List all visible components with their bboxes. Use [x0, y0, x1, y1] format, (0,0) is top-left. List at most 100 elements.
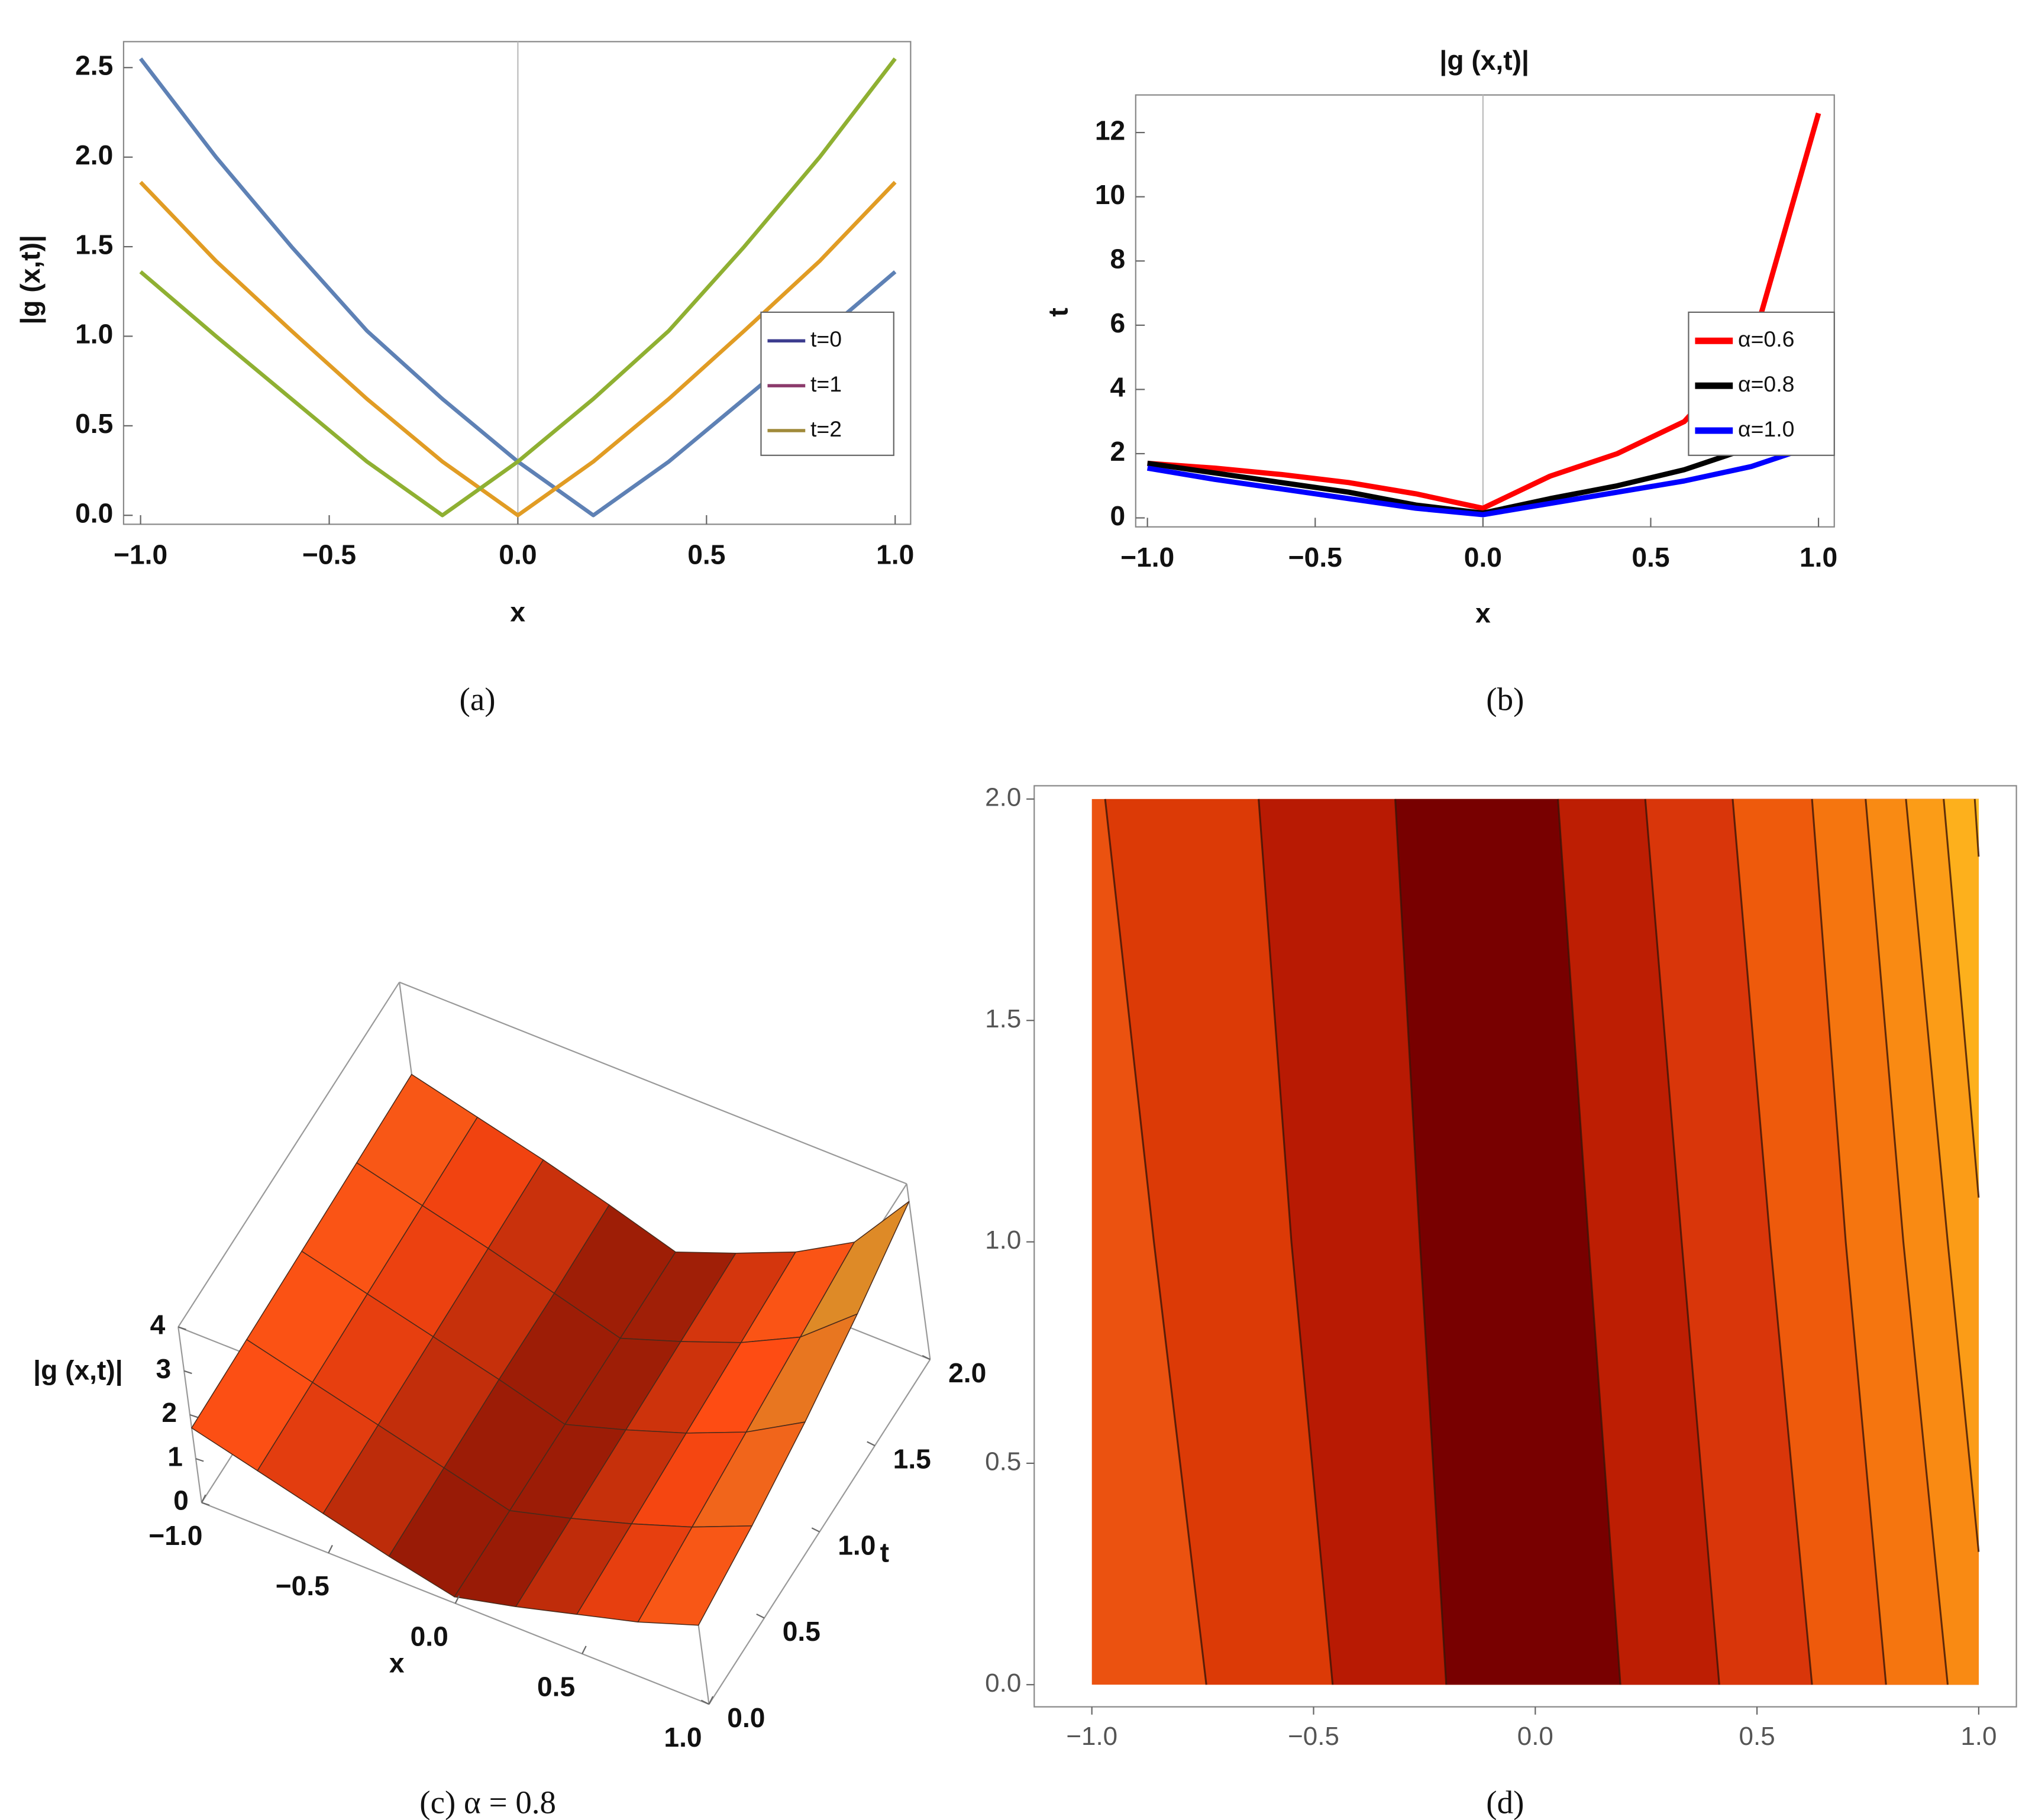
y-tick-label: 2.5 [75, 50, 113, 80]
y-tick [700, 1699, 710, 1705]
y-tick-label: 1.0 [985, 1226, 1021, 1255]
x-tick-label: 1.0 [664, 1722, 702, 1753]
y-tick-label: 0.5 [783, 1616, 820, 1647]
x-tick-label: 0.5 [1739, 1722, 1775, 1751]
x-tick-label: 1.0 [1800, 542, 1837, 573]
x-tick-label: 0.0 [1464, 542, 1502, 573]
surface-patch [637, 1525, 753, 1626]
y-tick-label: 1.5 [893, 1444, 931, 1475]
z-axis-label: |g (x,t)| [33, 1355, 123, 1386]
y-tick-label: 1.0 [838, 1530, 876, 1560]
x-tick [328, 1544, 333, 1554]
caption: (c) α = 0.8 [419, 1784, 556, 1820]
z-tick [183, 1370, 192, 1375]
x-tick-label: −0.5 [276, 1570, 329, 1601]
y-tick-label: 0 [1110, 500, 1126, 531]
contour-line [1865, 799, 1949, 1685]
y-tick-label: 0.5 [75, 408, 113, 439]
x-tick-label: 0.5 [537, 1672, 575, 1702]
x-tick-label: −1.0 [1066, 1722, 1117, 1751]
y-tick-label: 4 [1110, 372, 1126, 403]
x-tick-label: 0.0 [411, 1621, 448, 1651]
x-tick-label: −1.0 [148, 1520, 202, 1551]
x-tick [454, 1595, 460, 1604]
legend-label: t=0 [810, 326, 842, 351]
z-tick-label: 2 [161, 1397, 177, 1428]
contour-line [1557, 799, 1621, 1685]
y-tick-label: 0.0 [985, 1669, 1021, 1698]
z-tick-label: 4 [150, 1310, 166, 1340]
x-axis-label: x [510, 596, 525, 627]
caption: (a) [460, 681, 496, 717]
x-tick-label: 0.5 [687, 539, 725, 570]
x-tick-label: 0.0 [499, 539, 537, 570]
y-tick-label: 10 [1095, 179, 1125, 210]
caption: (b) [1486, 681, 1524, 717]
x-tick-label: −0.5 [1288, 1722, 1339, 1751]
series-line [1146, 441, 1820, 518]
y-tick-label: 12 [1095, 115, 1125, 146]
x-tick-label: −1.0 [114, 539, 167, 570]
contour-line [1394, 799, 1448, 1685]
y-tick-label: 1.5 [75, 229, 113, 260]
contour-line [1644, 799, 1720, 1685]
y-tick-label: 8 [1110, 243, 1126, 274]
contour-line [1732, 799, 1813, 1685]
series-line [139, 180, 897, 518]
legend-label: t=2 [810, 416, 842, 441]
contour-line [1905, 799, 1980, 1552]
y-tick [756, 1613, 765, 1619]
box-edge [906, 1184, 931, 1360]
x-tick-label: −1.0 [1120, 542, 1174, 573]
z-tick-label: 1 [167, 1441, 183, 1472]
x-tick-label: −0.5 [302, 539, 356, 570]
z-tick [177, 1326, 186, 1330]
z-tick [189, 1414, 198, 1418]
y-tick-label: 2.0 [75, 140, 113, 170]
box-edge [399, 981, 907, 1185]
y-tick-label: 1.0 [75, 319, 113, 350]
y-tick-label: 0.0 [75, 497, 113, 528]
plot-frame [1135, 94, 1835, 528]
z-tick [201, 1502, 210, 1506]
x-tick-label: 0.0 [1517, 1722, 1553, 1751]
z-tick-label: 0 [173, 1485, 189, 1516]
y-tick-label: 6 [1110, 308, 1126, 338]
x-tick [582, 1646, 587, 1654]
caption: (d) [1486, 1784, 1524, 1820]
y-axis-label: t [1042, 308, 1073, 316]
contour-line [1258, 799, 1334, 1685]
contour-line [1943, 799, 1980, 1198]
plot-frame [122, 41, 912, 525]
x-tick-label: 1.0 [876, 539, 914, 570]
x-tick-label: 0.5 [1632, 542, 1669, 573]
legend-label: α=1.0 [1738, 416, 1794, 441]
x-tick-label: 1.0 [1960, 1722, 1997, 1751]
y-tick-label: 2.0 [948, 1357, 986, 1388]
box-edge [177, 981, 400, 1328]
legend-label: α=0.6 [1738, 326, 1794, 351]
legend-label: t=1 [810, 371, 842, 396]
contour-line [1104, 799, 1207, 1685]
contour-line [1811, 799, 1887, 1685]
y-tick-label: 0.0 [727, 1702, 765, 1733]
legend-label: α=0.8 [1738, 371, 1794, 396]
x-axis-label: x [1475, 598, 1491, 629]
y-tick-label: 0.5 [985, 1447, 1021, 1476]
y-tick [811, 1527, 820, 1533]
y-axis-label: |g (x,t)| [15, 235, 46, 325]
y-tick-label: 2 [1110, 436, 1126, 467]
series-line [139, 57, 897, 518]
x-axis-label: x [389, 1647, 405, 1678]
chart-title: |g (x,t)| [1439, 45, 1529, 76]
x-tick [201, 1494, 206, 1503]
y-tick-label: 1.5 [985, 1004, 1021, 1033]
y-tick-label: 2.0 [985, 783, 1021, 812]
y-axis-label: t [880, 1537, 889, 1568]
z-tick [195, 1458, 204, 1462]
y-tick [867, 1441, 876, 1447]
z-tick-label: 3 [156, 1353, 171, 1384]
x-tick-label: −0.5 [1288, 542, 1342, 573]
y-tick [922, 1355, 931, 1360]
